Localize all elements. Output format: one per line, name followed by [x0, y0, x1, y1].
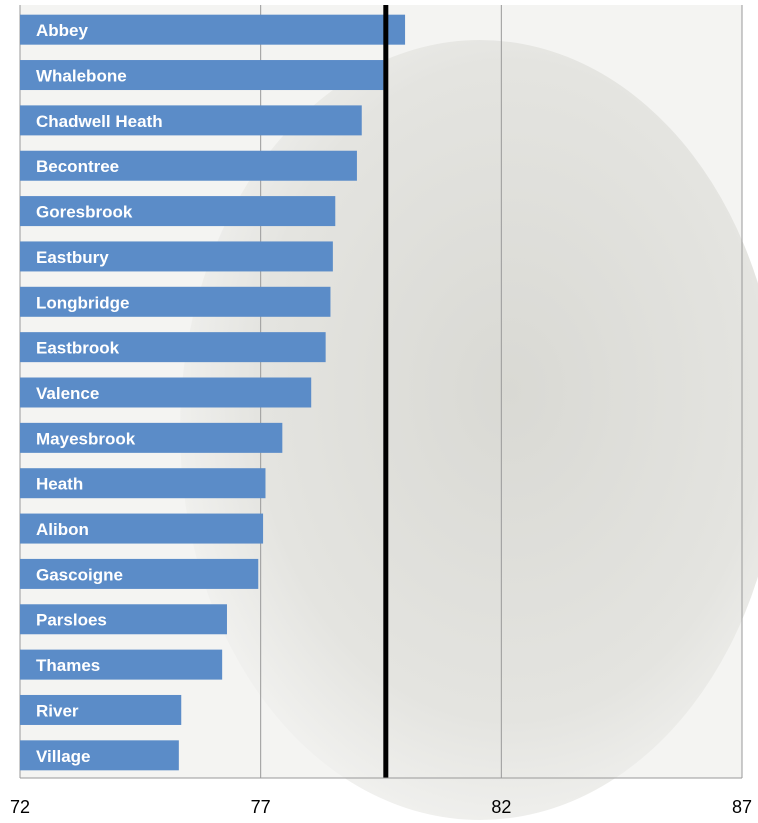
- bar: [20, 694, 182, 725]
- photo-face: [180, 40, 758, 820]
- category-label: Parsloes: [36, 611, 107, 630]
- category-label: Mayesbrook: [36, 429, 136, 448]
- bar: [20, 513, 264, 544]
- category-label: Thames: [36, 656, 100, 675]
- bar: [20, 468, 266, 499]
- bar: [20, 740, 179, 771]
- bar: [20, 558, 259, 589]
- x-tick-label: 77: [251, 797, 271, 817]
- category-label: Longbridge: [36, 293, 129, 312]
- category-label: Eastbury: [36, 248, 109, 267]
- category-label: Goresbrook: [36, 203, 133, 222]
- bar: [20, 286, 331, 317]
- category-label: Eastbrook: [36, 339, 120, 358]
- x-tick-label: 87: [732, 797, 752, 817]
- category-label: Chadwell Heath: [36, 112, 163, 131]
- bar: [20, 241, 333, 272]
- category-label: Heath: [36, 475, 83, 494]
- bar: [20, 604, 227, 635]
- bar: [20, 332, 326, 363]
- category-label: Valence: [36, 384, 99, 403]
- bar: [20, 150, 357, 181]
- bar: [20, 196, 336, 227]
- category-label: Gascoigne: [36, 565, 123, 584]
- category-label: Alibon: [36, 520, 89, 539]
- x-tick-label: 82: [491, 797, 511, 817]
- bar: [20, 377, 312, 408]
- category-label: Whalebone: [36, 67, 127, 86]
- bar: [20, 422, 283, 453]
- category-label: Abbey: [36, 21, 89, 40]
- category-label: Village: [36, 747, 91, 766]
- x-tick-label: 72: [10, 797, 30, 817]
- bar: [20, 60, 384, 91]
- bar: [20, 649, 223, 680]
- bar: [20, 14, 406, 45]
- category-label: River: [36, 701, 79, 720]
- category-label: Becontree: [36, 157, 119, 176]
- bar: [20, 105, 362, 136]
